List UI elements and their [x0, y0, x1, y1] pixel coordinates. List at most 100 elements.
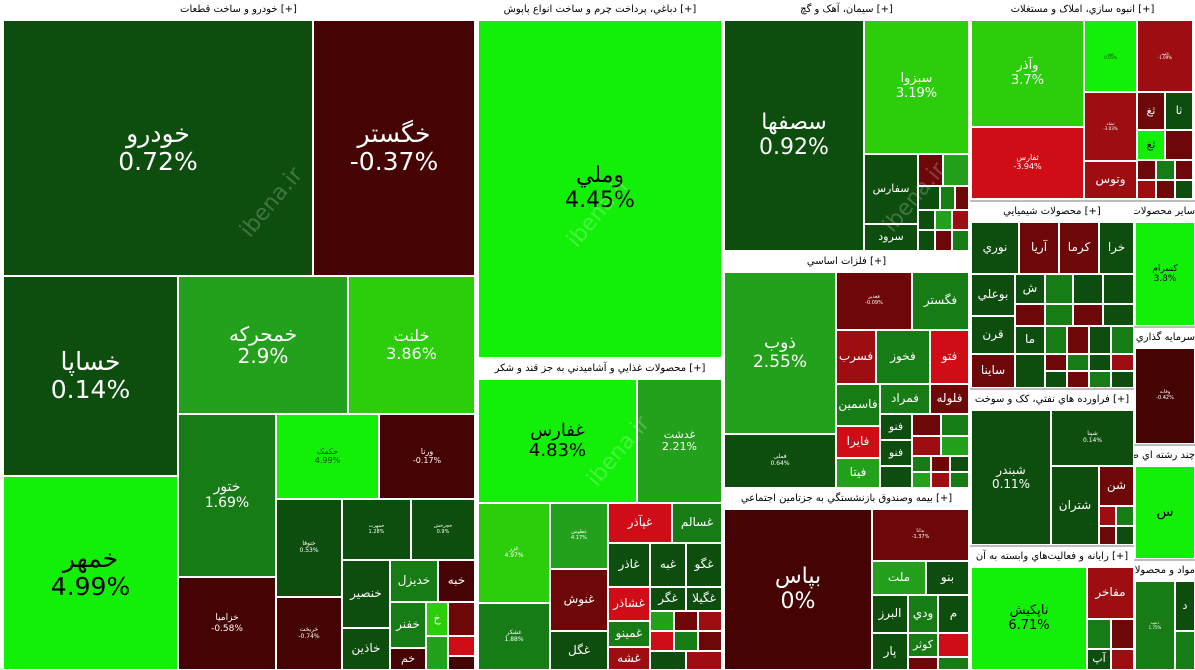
tile-small-6[interactable]	[674, 611, 698, 631]
tile-bdana[interactable]: بدانا -1.37%	[872, 509, 969, 561]
tile-khbahman[interactable]: خبه	[438, 560, 475, 602]
tile-khzin[interactable]: خاذين	[342, 628, 390, 670]
tile-small-70[interactable]	[1111, 619, 1134, 649]
section-title[interactable]: سيمان، آهک و گچ [+]	[800, 4, 893, 15]
tile-small-44[interactable]	[1175, 180, 1193, 199]
tile-small-35[interactable]	[938, 633, 969, 657]
tile-ghglia[interactable]: غگيلا	[686, 587, 722, 611]
tile-small-5[interactable]	[650, 611, 674, 631]
tile-small-62[interactable]	[1067, 371, 1089, 388]
tile-small-26[interactable]	[912, 436, 941, 456]
tile-thoomid[interactable]: ثامید -1.09%	[1137, 20, 1193, 92]
tile-small-33[interactable]	[931, 472, 950, 488]
tile-taykish[interactable]: تاپکيش 6.71%	[971, 567, 1087, 670]
tile-ghaza[interactable]: غاذر	[608, 543, 650, 587]
tile-small-58[interactable]	[1067, 354, 1089, 371]
tile-dd[interactable]: د	[1175, 581, 1195, 631]
tile-small-59[interactable]	[1089, 354, 1111, 371]
tile-small-61[interactable]	[1045, 371, 1067, 388]
tile-kowsar[interactable]: کوثر	[908, 633, 938, 657]
tile-sabzva[interactable]: سبزوا 3.19%	[864, 20, 969, 154]
tile-ghzar[interactable]: غزر 4.97%	[478, 503, 550, 603]
tile-small-8[interactable]	[650, 631, 674, 651]
tile-small-3[interactable]	[448, 636, 475, 656]
tile-small-56[interactable]	[1015, 354, 1045, 388]
tile-khkh[interactable]: خ	[426, 602, 448, 636]
section-title[interactable]: خودرو و ساخت قطعات [+]	[180, 4, 297, 15]
tile-fitah[interactable]: فيتا	[836, 458, 880, 488]
tile-arya[interactable]: آريا	[1019, 222, 1059, 274]
section-title[interactable]: دباغي، پرداخت چرم و ساخت انواع پاپوش [+]	[503, 4, 697, 15]
tile-small-20[interactable]	[952, 210, 969, 230]
tile-small-40[interactable]	[1156, 160, 1175, 180]
tile-small-2[interactable]	[426, 636, 448, 670]
tile-small-65[interactable]	[1099, 506, 1116, 526]
tile-small-57[interactable]	[1045, 354, 1067, 371]
section-title[interactable]: انبوه سازي، املاک و مستغلات [+]	[1010, 4, 1155, 15]
tile-bpas[interactable]: بپاس 0%	[724, 509, 872, 670]
tile-booali[interactable]: بوعلي	[971, 274, 1015, 316]
tile-khrikt[interactable]: خریخت -0.74%	[276, 597, 342, 670]
tile-vmeli[interactable]: وملي 4.45%	[478, 20, 722, 358]
tile-khtor[interactable]: ختور 1.69%	[178, 414, 276, 577]
tile-small-68[interactable]	[1116, 526, 1134, 545]
tile-daroo[interactable]: دعبید 1.75%	[1135, 581, 1175, 670]
tile-small-1[interactable]	[448, 602, 475, 636]
tile-khzamia[interactable]: خزامیا -0.58%	[178, 577, 276, 670]
tile-small-13[interactable]	[918, 154, 943, 186]
section-title[interactable]: رايانه و فعاليت‌هاي وابسته به آن [+]	[975, 551, 1129, 562]
tile-small-24[interactable]	[912, 414, 941, 436]
tile-small-17[interactable]	[955, 186, 969, 210]
tile-ghgor[interactable]: غگر	[650, 587, 686, 611]
tile-khgostar[interactable]: خگستر -0.37%	[313, 20, 475, 276]
tile-karma[interactable]: کرما	[1059, 222, 1099, 274]
tile-fmrad[interactable]: فمراد	[880, 384, 930, 414]
tile-kpar[interactable]: پار	[872, 633, 908, 670]
tile-thnori[interactable]: ثنور 0.05%	[1084, 20, 1137, 92]
section-title[interactable]: محصولات غذايي و آشاميدني به جز قند و شکر…	[494, 363, 706, 374]
tile-shbandar[interactable]: شبندر 0.11%	[971, 410, 1051, 545]
tile-ghiazar[interactable]: غپآذر	[608, 503, 672, 543]
tile-saina[interactable]: ساينا	[971, 354, 1015, 388]
tile-vafabe[interactable]: وفابه -0.42%	[1135, 348, 1195, 444]
tile-mp[interactable]: آپ	[1087, 649, 1111, 670]
tile-small-52[interactable]	[1045, 326, 1067, 354]
tile-small-23[interactable]	[952, 230, 969, 251]
tile-ghfars[interactable]: غفارس 4.83%	[478, 379, 637, 503]
tile-small-21[interactable]	[918, 230, 935, 251]
tile-ghtoos[interactable]: غطوس 4.17%	[550, 503, 608, 569]
tile-small-27[interactable]	[941, 436, 969, 456]
tile-khlent[interactable]: خلنت 3.86%	[348, 276, 475, 414]
tile-sfars[interactable]: سفارس	[864, 154, 918, 224]
tile-vazar[interactable]: وآذر 3.7%	[971, 20, 1084, 127]
tile-small-60[interactable]	[1111, 354, 1134, 371]
tile-small-72[interactable]	[1175, 631, 1195, 670]
tile-vernaa[interactable]: ورنا -0.17%	[379, 414, 475, 499]
tile-fkhaz[interactable]: فملی 0.64%	[724, 434, 836, 488]
tile-fasmin[interactable]: فاسمين	[836, 384, 880, 426]
tile-fnoo[interactable]: فنو	[880, 414, 912, 440]
tile-thgh[interactable]: ثغ	[1137, 130, 1165, 160]
tile-kham[interactable]: خم	[390, 648, 426, 670]
tile-ghdasht[interactable]: غدشت 2.21%	[637, 379, 722, 503]
tile-small-43[interactable]	[1156, 180, 1175, 199]
tile-small-45[interactable]	[1045, 274, 1073, 304]
tile-vdey[interactable]: ودي	[908, 595, 938, 633]
tile-small-22[interactable]	[935, 230, 952, 251]
tile-small-53[interactable]	[1067, 326, 1089, 354]
tile-small-41[interactable]	[1175, 160, 1193, 180]
tile-khtoka[interactable]: ختوقا 0.53%	[276, 499, 342, 597]
tile-ghmino[interactable]: غمينو	[608, 621, 650, 647]
tile-ftoo[interactable]: فتو	[930, 330, 969, 384]
tile-fsorb[interactable]: فسرب	[836, 330, 876, 384]
tile-albrz[interactable]: البرز	[872, 595, 908, 633]
tile-small-18[interactable]	[918, 210, 935, 230]
tile-thtab[interactable]: ثغ	[1137, 92, 1165, 130]
tile-khchark[interactable]: خچرخش 0.9%	[411, 499, 475, 560]
section-title[interactable]: ساير محصولات کاني غيرفلزي [+]	[1134, 206, 1195, 217]
tile-small-4[interactable]	[448, 656, 475, 670]
tile-sfaha[interactable]: سصفها 0.92%	[724, 20, 864, 251]
tile-small-37[interactable]	[938, 657, 969, 670]
tile-small-12[interactable]	[686, 651, 722, 670]
section-title[interactable]: مواد و محصولات دارويي [+]	[1134, 565, 1195, 576]
